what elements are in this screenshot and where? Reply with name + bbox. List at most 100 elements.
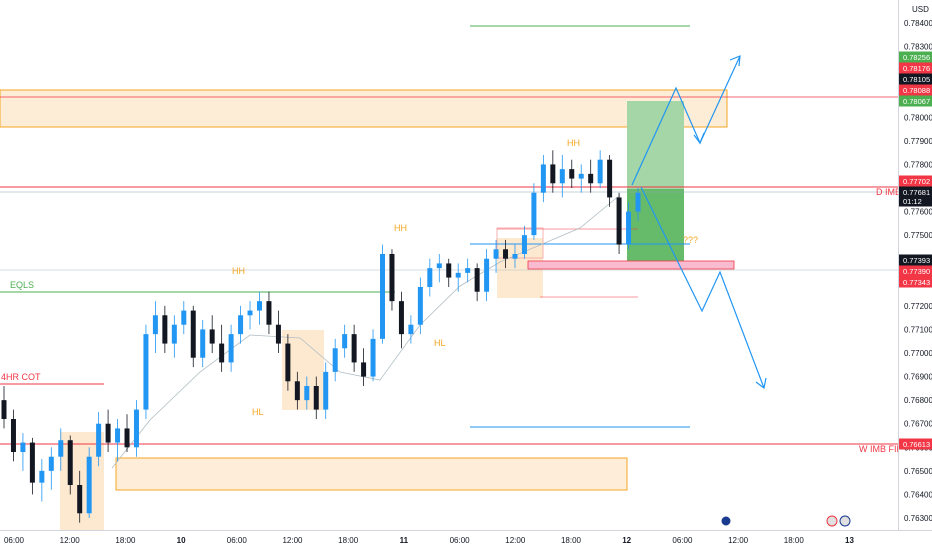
price-badge-label: 0.78088 <box>903 86 930 95</box>
price-badge <box>899 195 932 207</box>
time-tick-label: 12:00 <box>505 536 526 545</box>
price-badge-label: 0.77390 <box>903 267 930 276</box>
price-badge <box>899 51 932 63</box>
annotation-hh-3: HH <box>567 138 580 148</box>
candle-body <box>323 371 329 410</box>
time-tick-label: 12:00 <box>728 536 749 545</box>
event-flag-icon-us[interactable] <box>826 515 838 527</box>
candle-body <box>1 400 7 419</box>
candle-body <box>635 192 641 212</box>
candle-body <box>417 287 423 325</box>
candle-body <box>342 334 348 349</box>
price-badge-label: 0.77702 <box>903 177 930 186</box>
price-badge-label: 0.77393 <box>903 256 930 265</box>
candle-body <box>361 362 367 377</box>
time-tick-label: 12:00 <box>60 536 81 545</box>
price-tick-label: 0.77000 <box>904 349 932 358</box>
candle-body <box>398 301 404 335</box>
price-tick-label: 0.76900 <box>904 373 932 382</box>
candle-body <box>294 381 300 401</box>
annotation-eqls: EQLS <box>10 280 34 290</box>
time-tick-label: 06:00 <box>672 536 693 545</box>
candle-body <box>171 324 177 344</box>
candle-body <box>446 263 452 278</box>
zones-layer <box>0 89 735 532</box>
candles-layer <box>1 150 641 523</box>
candle-body <box>370 338 376 377</box>
candle-body <box>455 272 461 278</box>
candle-body <box>493 249 499 259</box>
price-badge-label: 0.77343 <box>903 278 930 287</box>
candle-body <box>10 419 16 452</box>
time-tick-label: 18:00 <box>784 536 805 545</box>
candle-body <box>578 173 584 179</box>
price-tick-label: 0.78300 <box>904 43 932 52</box>
price-badge-label: 0.78256 <box>903 53 930 62</box>
time-tick-label: 06:00 <box>450 536 471 545</box>
candle-body <box>540 164 546 193</box>
candle-body <box>332 348 338 372</box>
candle-body <box>58 440 64 457</box>
candle-body <box>190 310 196 358</box>
time-tick-label: 12:00 <box>282 536 303 545</box>
price-badge <box>899 62 932 74</box>
price-badge-label: 0.76613 <box>903 440 930 449</box>
price-badge <box>899 175 932 187</box>
event-flag-icon-us-2[interactable] <box>839 515 851 527</box>
price-badges: 0.78256 0.78176 0.78105 0.78088 0.78067 0.777… <box>899 51 932 450</box>
candle-body <box>124 428 130 448</box>
candle-body <box>569 169 575 179</box>
annotation-hl-2: HL <box>434 338 446 348</box>
candle-body <box>436 263 442 269</box>
event-flag-icon-au[interactable] <box>720 515 732 527</box>
candle-body <box>427 268 433 287</box>
price-badge <box>899 438 932 450</box>
candle-body <box>39 470 45 483</box>
candle-body <box>86 456 92 514</box>
candle-body <box>304 386 310 401</box>
projection-arrows <box>631 55 767 390</box>
candle-body <box>96 423 102 457</box>
bearish-projection-path <box>640 186 765 389</box>
candle-body <box>143 334 149 410</box>
price-tick-label: 0.76300 <box>904 514 932 523</box>
price-badge-label: 01:12 <box>903 197 922 206</box>
annotations-layer: HH HH HH HL HL EQLS 4HR COT D IMB W IMB … <box>1 138 907 454</box>
time-tick-label: 18:00 <box>115 536 136 545</box>
time-tick-label: 10 <box>177 536 186 545</box>
price-badge <box>899 186 932 198</box>
candle-body <box>29 442 35 483</box>
candle-body <box>521 235 527 254</box>
time-tick-label: 11 <box>400 536 409 545</box>
time-tick-label: 18:00 <box>561 536 582 545</box>
annotation-hh-1: HH <box>232 266 245 276</box>
candle-body <box>209 329 215 344</box>
candle-body <box>67 440 73 485</box>
candle-body <box>380 254 386 339</box>
candle-body <box>550 164 556 184</box>
price-badge <box>899 95 932 107</box>
price-badge-label: 0.78176 <box>903 64 930 73</box>
price-tick-label: 0.77900 <box>904 137 932 146</box>
price-tick-label: 0.77600 <box>904 208 932 217</box>
candle-body <box>351 334 357 363</box>
candle-body <box>626 211 632 245</box>
supply-zone-top <box>0 89 728 128</box>
candle-body <box>313 386 319 410</box>
time-tick-label: 13 <box>845 536 854 545</box>
candle-body <box>597 159 603 184</box>
time-axis[interactable]: 06:00 12:00 18:00 10 06:00 12:00 18:00 11 06:00 1… <box>0 515 932 550</box>
time-tick-label: 06:00 <box>4 536 25 545</box>
sl-zone-pink <box>527 260 735 270</box>
annotation-w-imb-fill: W IMB FILL <box>859 444 907 454</box>
bullish-projection-path <box>631 55 741 186</box>
price-axis[interactable]: USD 0.763000.764000.765000.766000.767000… <box>898 0 932 530</box>
price-badge <box>899 276 932 288</box>
price-tick-label: 0.78400 <box>904 19 932 28</box>
bullish-arrowhead-2 <box>729 55 741 67</box>
candle-body <box>616 197 622 245</box>
price-badge <box>899 84 932 96</box>
time-tick-label: 06:00 <box>227 536 248 545</box>
candle-body <box>465 268 471 273</box>
